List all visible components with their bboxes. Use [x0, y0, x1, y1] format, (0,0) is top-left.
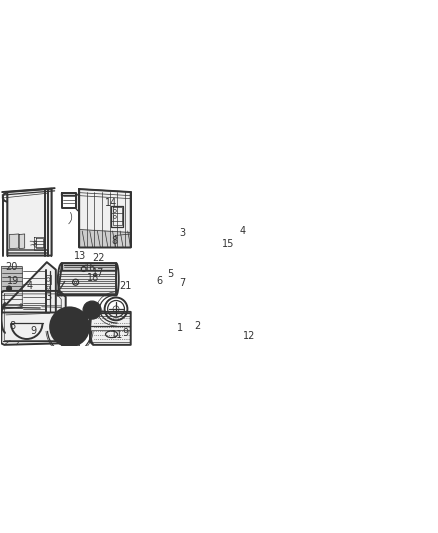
Polygon shape	[1, 266, 22, 310]
Polygon shape	[115, 234, 131, 247]
Text: 15: 15	[222, 239, 234, 249]
Text: 3: 3	[45, 292, 51, 302]
Text: 1: 1	[177, 323, 184, 333]
Text: 10: 10	[69, 330, 81, 340]
Polygon shape	[19, 234, 25, 249]
Text: 6: 6	[156, 276, 162, 286]
Text: 5: 5	[167, 269, 173, 279]
Circle shape	[7, 286, 11, 291]
Polygon shape	[7, 189, 52, 255]
Text: 4: 4	[240, 227, 246, 236]
Polygon shape	[10, 234, 19, 249]
Circle shape	[50, 308, 89, 346]
Polygon shape	[79, 230, 131, 247]
Text: 12: 12	[243, 332, 255, 342]
Polygon shape	[1, 262, 56, 312]
Text: 13: 13	[74, 251, 86, 261]
Text: 11: 11	[111, 330, 123, 340]
Text: 17: 17	[92, 268, 104, 278]
Text: 9: 9	[30, 326, 36, 336]
Polygon shape	[62, 263, 116, 270]
Circle shape	[8, 288, 10, 289]
Text: 3: 3	[180, 228, 186, 238]
Text: 19: 19	[7, 276, 19, 286]
Text: 14: 14	[105, 198, 117, 208]
Circle shape	[83, 301, 101, 319]
Text: 2: 2	[194, 321, 200, 332]
Text: 4: 4	[27, 281, 33, 292]
Text: 7: 7	[179, 278, 185, 288]
Text: 8: 8	[9, 321, 15, 331]
Polygon shape	[58, 263, 116, 295]
Text: 16: 16	[84, 263, 96, 273]
Polygon shape	[90, 312, 131, 345]
Text: 22: 22	[92, 253, 104, 263]
Polygon shape	[79, 189, 131, 247]
Text: 8: 8	[111, 236, 117, 246]
Text: 20: 20	[5, 262, 18, 272]
Circle shape	[63, 320, 76, 334]
Text: 18: 18	[87, 273, 99, 282]
Text: 21: 21	[120, 281, 132, 291]
Polygon shape	[1, 291, 66, 345]
Text: 9: 9	[123, 328, 129, 338]
